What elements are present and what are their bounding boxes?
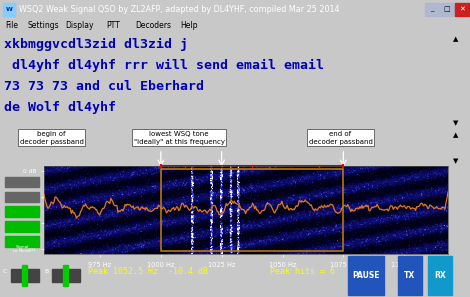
Text: Decoders: Decoders (135, 21, 171, 31)
Bar (5, 176, 39, 187)
Bar (5, 222, 39, 232)
Text: Help: Help (180, 21, 197, 31)
Text: Settings: Settings (28, 21, 60, 31)
Bar (398, 256, 422, 295)
Text: begin of
decoder passband: begin of decoder passband (20, 131, 84, 145)
Bar (440, 3, 454, 16)
Text: W: W (6, 7, 12, 12)
Text: File: File (5, 21, 18, 31)
Text: dl4yhf dl4yhf rrr will send email email: dl4yhf dl4yhf rrr will send email email (4, 59, 324, 72)
Text: Display: Display (65, 21, 94, 31)
Text: TX: TX (404, 271, 415, 280)
Bar (5, 206, 39, 217)
Text: lowest WSQ tone
"ideally" at this frequency: lowest WSQ tone "ideally" at this freque… (133, 131, 225, 145)
Bar (5, 236, 39, 247)
Text: PAUSE: PAUSE (352, 271, 380, 280)
Text: PTT: PTT (106, 21, 120, 31)
Bar (161, 169, 344, 252)
Bar (348, 256, 384, 295)
Text: ✕: ✕ (459, 7, 465, 12)
Bar (455, 3, 469, 16)
Bar (22, 265, 27, 286)
Text: Signal
to Noise: Signal to Noise (13, 244, 31, 253)
Text: xkbmggvcdl3zid dl3zid j: xkbmggvcdl3zid dl3zid j (4, 38, 188, 51)
Text: □: □ (444, 7, 450, 12)
Bar (428, 256, 452, 295)
Text: WSQ2 Weak Signal QSO by ZL2AFP, adapted by DL4YHF, compiled Mar 25 2014: WSQ2 Weak Signal QSO by ZL2AFP, adapted … (19, 5, 339, 14)
Text: Peak 1052.5 Hz  -10.4 dB: Peak 1052.5 Hz -10.4 dB (88, 267, 208, 276)
Text: 73 73 73 and cul Eberhard: 73 73 73 and cul Eberhard (4, 80, 204, 93)
Bar (5, 192, 39, 202)
Bar (425, 3, 439, 16)
Text: ▼: ▼ (453, 120, 459, 126)
Text: C: C (3, 269, 8, 274)
Bar (63, 265, 68, 286)
Text: B: B (44, 269, 48, 274)
Text: ▼: ▼ (453, 158, 459, 164)
Text: Peak hits = 6: Peak hits = 6 (270, 267, 335, 276)
Text: de Wolf dl4yhf: de Wolf dl4yhf (4, 101, 116, 114)
Text: _: _ (430, 7, 434, 12)
Bar (3, 3, 15, 16)
Text: RX: RX (434, 271, 446, 280)
Text: end of
decoder passband: end of decoder passband (308, 131, 372, 145)
Bar (52, 269, 80, 282)
Bar (11, 269, 39, 282)
Text: ▲: ▲ (453, 132, 459, 138)
Text: ▲: ▲ (453, 36, 459, 42)
